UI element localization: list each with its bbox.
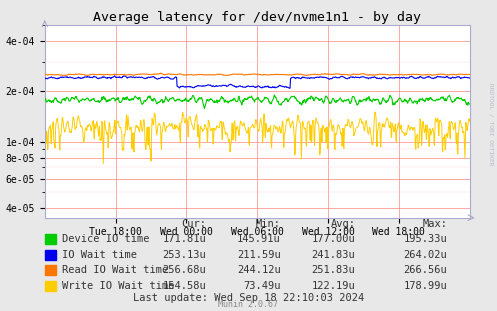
Text: 256.68u: 256.68u [163,265,206,275]
Text: 211.59u: 211.59u [237,250,281,260]
Text: 251.83u: 251.83u [312,265,355,275]
Text: Avg:: Avg: [331,219,355,229]
Text: Max:: Max: [422,219,447,229]
Text: 264.02u: 264.02u [404,250,447,260]
Text: 154.58u: 154.58u [163,281,206,291]
Text: Write IO Wait time: Write IO Wait time [62,281,174,291]
Text: 266.56u: 266.56u [404,265,447,275]
Text: IO Wait time: IO Wait time [62,250,137,260]
Text: Read IO Wait time: Read IO Wait time [62,265,168,275]
Text: Min:: Min: [256,219,281,229]
Title: Average latency for /dev/nvme1n1 - by day: Average latency for /dev/nvme1n1 - by da… [93,11,421,24]
Text: Last update: Wed Sep 18 22:10:03 2024: Last update: Wed Sep 18 22:10:03 2024 [133,293,364,303]
Text: 241.83u: 241.83u [312,250,355,260]
Text: 178.99u: 178.99u [404,281,447,291]
Text: 253.13u: 253.13u [163,250,206,260]
Text: 177.00u: 177.00u [312,234,355,244]
Text: 73.49u: 73.49u [244,281,281,291]
Text: 244.12u: 244.12u [237,265,281,275]
Text: Cur:: Cur: [181,219,206,229]
Text: 145.91u: 145.91u [237,234,281,244]
Text: 122.19u: 122.19u [312,281,355,291]
Text: Munin 2.0.67: Munin 2.0.67 [219,300,278,309]
Text: 171.81u: 171.81u [163,234,206,244]
Text: RRDTOOL / TOBI OETIKER: RRDTOOL / TOBI OETIKER [488,83,493,166]
Text: 195.33u: 195.33u [404,234,447,244]
Text: Device IO time: Device IO time [62,234,149,244]
